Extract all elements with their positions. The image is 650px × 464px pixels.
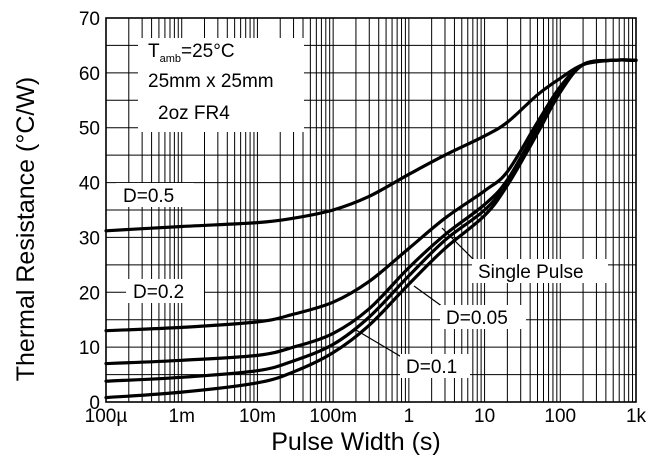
conditions-line-3: 2oz FR4: [158, 103, 230, 124]
series-lines: [104, 58, 638, 400]
label-bg-d01: [400, 354, 470, 378]
label-single-pulse: Single Pulse: [478, 262, 584, 283]
y-tick-label: 20: [79, 283, 100, 304]
x-tick-label: 100µ: [85, 406, 128, 427]
label-bg-single-pulse: [472, 259, 608, 283]
label-d02: D=0.2: [133, 282, 184, 303]
y-tick-label: 30: [79, 228, 100, 249]
conditions-line-1: Tamb=25°C: [148, 41, 235, 65]
label-bg-d005: [440, 305, 526, 329]
conditions-t: T: [148, 41, 160, 62]
tick-labels: 100µ 1m 10m 100m 1 10 100 1k 0 10 20 30 40 50 60 70: [79, 9, 647, 427]
x-tick-label: 100m: [309, 406, 357, 427]
y-tick-label: 50: [79, 119, 100, 140]
label-d05: D=0.5: [123, 186, 174, 207]
conditions-line-2: 25mm x 25mm: [148, 71, 274, 92]
conditions-box: [138, 38, 304, 132]
y-axis-title: Thermal Resistance (°C/W): [12, 77, 40, 382]
plot-frame: [105, 17, 637, 403]
label-d01: D=0.1: [406, 357, 457, 378]
conditions-temp: =25°C: [181, 41, 235, 62]
x-tick-label: 10m: [239, 406, 276, 427]
label-bg-d02: [126, 279, 204, 303]
annotations: Tamb=25°C 25mm x 25mm 2oz FR4 D=0.5 D=0.…: [116, 38, 608, 378]
x-tick-label: 1k: [626, 406, 647, 427]
conditions-sub: amb: [160, 53, 181, 65]
y-tick-label: 0: [89, 393, 100, 414]
x-tick-label: 1: [404, 406, 415, 427]
y-tick-label: 40: [79, 174, 100, 195]
x-axis-title: Pulse Width (s): [271, 428, 440, 456]
series-line-single-pulse: [104, 58, 638, 400]
y-tick-label: 70: [79, 9, 100, 30]
label-bg-d05: [116, 183, 194, 207]
y-tick-label: 60: [79, 64, 100, 85]
x-tick-label: 10: [474, 406, 495, 427]
label-d005: D=0.05: [446, 308, 508, 329]
leader-single-pulse: [441, 227, 477, 263]
x-tick-label: 1m: [169, 406, 195, 427]
y-tick-label: 10: [79, 338, 100, 359]
x-tick-label: 100: [544, 406, 576, 427]
